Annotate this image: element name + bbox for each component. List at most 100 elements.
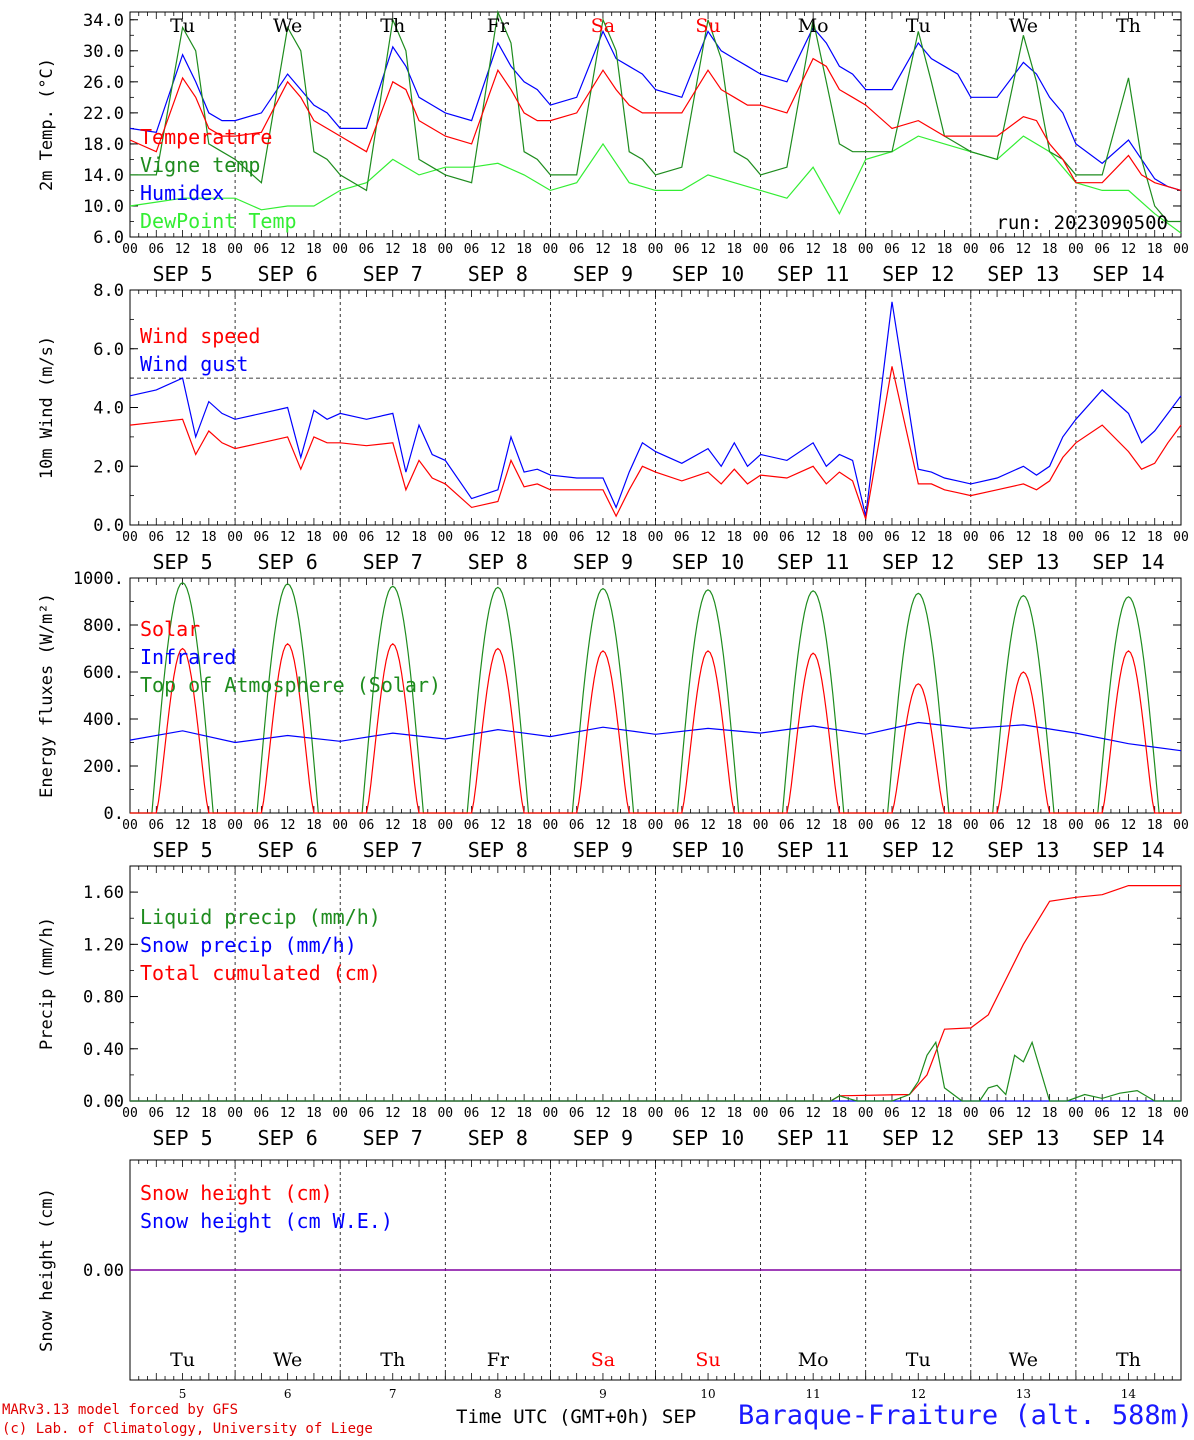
hour-tick-label: 18	[516, 530, 532, 545]
series-line-total-cumulated-cm-	[130, 884, 1181, 1102]
hour-tick-label: 00	[437, 530, 453, 545]
hour-tick-label: 00	[122, 530, 138, 545]
date-label: SEP 12	[882, 262, 954, 286]
date-label: SEP 7	[363, 1126, 423, 1150]
hour-tick-label: 00	[648, 1106, 664, 1121]
day-of-week-label: Fr	[487, 1349, 510, 1371]
footer-copyright: (c) Lab. of Climatology, University of L…	[2, 1421, 373, 1437]
hour-tick-label: 06	[569, 530, 585, 545]
hour-tick-label: 06	[674, 1106, 690, 1121]
hour-tick-label: 06	[779, 530, 795, 545]
y-tick-label: 1.20	[83, 935, 124, 955]
y-tick-label: 34.0	[83, 11, 124, 31]
hour-tick-label: 06	[464, 242, 480, 257]
hour-tick-label: 00	[963, 818, 979, 833]
date-label: SEP 11	[777, 1126, 849, 1150]
hour-tick-label: 06	[989, 242, 1005, 257]
hour-tick-label: 12	[280, 1106, 296, 1121]
hour-tick-label: 18	[832, 242, 848, 257]
date-label: SEP 5	[152, 262, 212, 286]
hour-tick-label: 18	[621, 530, 637, 545]
hour-tick-label: 18	[937, 1106, 953, 1121]
hour-tick-label: 06	[254, 1106, 270, 1121]
date-label: SEP 8	[468, 1126, 528, 1150]
hour-tick-label: 18	[832, 1106, 848, 1121]
hour-tick-label: 06	[989, 530, 1005, 545]
hour-tick-label: 12	[595, 818, 611, 833]
hour-tick-label: 18	[726, 242, 742, 257]
y-tick-label: 1000.	[73, 569, 124, 589]
date-label: SEP 13	[987, 262, 1059, 286]
date-label: SEP 6	[258, 262, 318, 286]
hour-tick-label: 12	[385, 1106, 401, 1121]
infrared-line	[129, 721, 1182, 752]
hour-tick-label: 06	[464, 1106, 480, 1121]
hour-tick-label: 00	[437, 1106, 453, 1121]
hour-tick-label: 00	[227, 242, 243, 257]
date-label: SEP 7	[363, 550, 423, 574]
hour-tick-label: 00	[753, 242, 769, 257]
hour-tick-label: 00	[332, 242, 348, 257]
y-tick-label: 14.0	[83, 166, 124, 186]
hour-tick-label: 00	[543, 242, 559, 257]
hour-tick-label: 06	[464, 530, 480, 545]
hour-tick-label: 00	[122, 818, 138, 833]
hour-tick-label: 18	[621, 1106, 637, 1121]
hour-tick-label: 00	[227, 818, 243, 833]
hour-tick-label: 06	[989, 1106, 1005, 1121]
date-label: SEP 10	[672, 550, 744, 574]
series-line-dewpoint-temp	[129, 135, 1182, 234]
hour-tick-label: 18	[516, 1106, 532, 1121]
date-label: SEP 9	[573, 262, 633, 286]
hour-tick-label: 00	[227, 530, 243, 545]
day-of-week-label: Sa	[591, 15, 615, 37]
hour-tick-label: 00	[543, 530, 559, 545]
day-number-label: 7	[389, 1387, 397, 1401]
hour-tick-label: 00	[753, 530, 769, 545]
hour-tick-label: 18	[201, 1106, 217, 1121]
day-number-label: 9	[599, 1387, 607, 1401]
series-line-wind-gust	[129, 301, 1182, 517]
day-of-week-label: Tu	[906, 1349, 931, 1371]
y-tick-label: 0.00	[83, 1092, 124, 1112]
hour-tick-label: 18	[201, 242, 217, 257]
hour-tick-label: 06	[148, 242, 164, 257]
hour-tick-label: 12	[280, 530, 296, 545]
hour-tick-label: 06	[148, 1106, 164, 1121]
date-label: SEP 7	[363, 262, 423, 286]
hour-tick-label: 12	[175, 818, 191, 833]
hour-tick-label: 18	[726, 818, 742, 833]
date-label: SEP 5	[152, 550, 212, 574]
hour-tick-label: 00	[1068, 1106, 1084, 1121]
legend-entry: Humidex	[140, 181, 224, 205]
hour-tick-label: 18	[306, 1106, 322, 1121]
date-label: SEP 8	[468, 838, 528, 862]
legend-entry: Solar	[140, 617, 200, 641]
hour-tick-label: 12	[910, 530, 926, 545]
footer-time-axis: Time UTC (GMT+0h) SEP	[456, 1406, 696, 1428]
y-axis-label: Snow height (cm)	[37, 1188, 57, 1352]
hour-tick-label: 00	[227, 1106, 243, 1121]
date-label: SEP 5	[152, 838, 212, 862]
hour-tick-label: 06	[569, 1106, 585, 1121]
legend-entry: Infrared	[140, 645, 236, 669]
hour-tick-label: 18	[1147, 530, 1163, 545]
hour-tick-label: 12	[490, 242, 506, 257]
legend-entry: Snow precip (mm/h)	[140, 933, 357, 957]
date-label: SEP 10	[672, 1126, 744, 1150]
hour-tick-label: 00	[437, 242, 453, 257]
legend-entry: Total cumulated (cm)	[140, 961, 381, 985]
hour-tick-label: 12	[910, 1106, 926, 1121]
day-number-label: 13	[1016, 1387, 1031, 1401]
hour-tick-label: 18	[832, 530, 848, 545]
hour-tick-label: 00	[122, 242, 138, 257]
hour-tick-label: 12	[910, 818, 926, 833]
hour-tick-label: 00	[543, 818, 559, 833]
hour-tick-label: 06	[884, 242, 900, 257]
hour-tick-label: 12	[175, 242, 191, 257]
date-label: SEP 12	[882, 550, 954, 574]
hour-tick-label: 18	[306, 818, 322, 833]
y-axis-label: 2m Temp. (°C)	[37, 58, 57, 191]
date-label: SEP 6	[258, 838, 318, 862]
